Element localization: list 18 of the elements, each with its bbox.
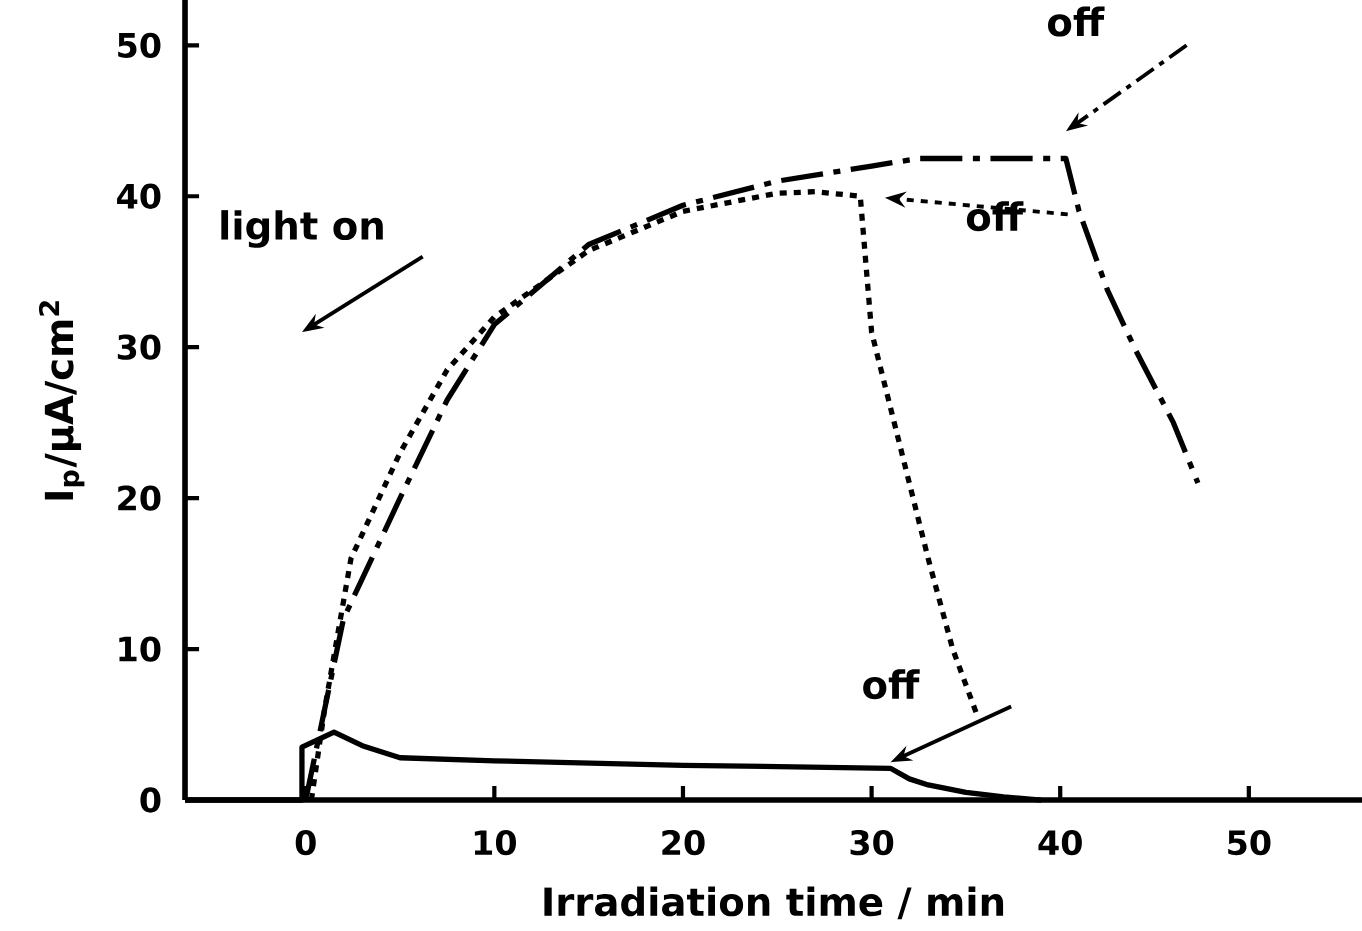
y-tick-label: 40	[117, 183, 161, 209]
x-tick-label: 30	[850, 829, 894, 856]
y-tick-label: 30	[117, 334, 161, 360]
annotation: light on	[221, 210, 383, 248]
annotation: off	[863, 669, 920, 700]
x-tick-label: 10	[474, 829, 517, 856]
x-tick-label: 40	[1038, 829, 1082, 856]
y-axis-title: I$_{p}$/μA/cm$^{2}$	[38, 301, 85, 500]
x-tick-label: 20	[662, 829, 705, 856]
x-tick-label: 0	[295, 829, 316, 856]
annotation: off	[1048, 6, 1105, 37]
x-axis-title: Irradiation time / min	[544, 886, 1004, 920]
y-tick-label: 10	[119, 636, 161, 662]
annotation: off	[966, 201, 1024, 232]
y-tick-label: 20	[118, 485, 161, 511]
y-tick-label: 0	[140, 787, 161, 813]
x-tick-label: 50	[1228, 829, 1271, 856]
y-tick-label: 50	[118, 32, 161, 58]
